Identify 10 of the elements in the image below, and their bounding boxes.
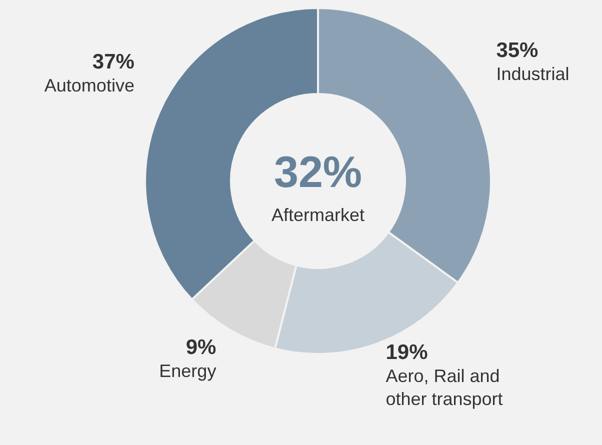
data-label: 35% — [496, 39, 539, 62]
data-label: 19% — [386, 341, 428, 364]
slice-label: Automotive — [44, 76, 134, 96]
slice-label: Industrial — [496, 64, 570, 84]
slice-label: Energy — [159, 361, 216, 382]
text: Aftermarket — [271, 205, 365, 225]
slice-label: Aero, Rail and other transport — [386, 366, 503, 410]
text: 32% — [274, 148, 362, 197]
data-label: 37% — [92, 50, 135, 74]
data-label: 9% — [186, 336, 217, 360]
